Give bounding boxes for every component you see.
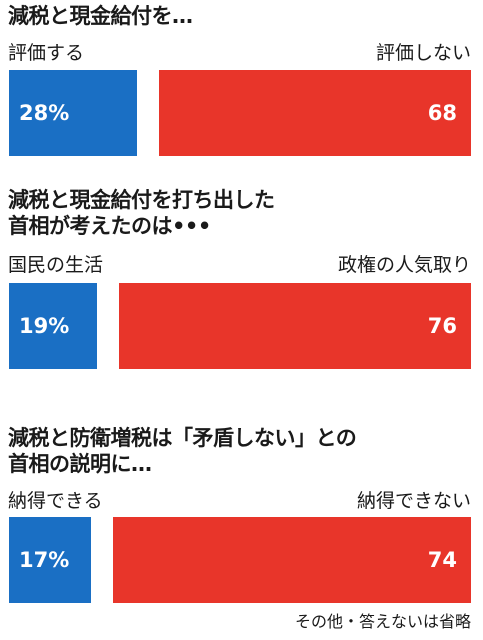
footnote: その他・答えないは省略: [294, 612, 471, 631]
chart-1-question-line-1: 減税と現金給付を…: [8, 4, 193, 28]
chart-3-positive-value: 17%: [19, 548, 70, 572]
chart-2-positive-bar: 19%: [9, 283, 97, 369]
chart-2-positive-label: 国民の生活: [8, 254, 104, 276]
chart-2-question-line-1: 減税と現金給付を打ち出した: [8, 188, 275, 212]
chart-3-negative-value: 74: [427, 548, 457, 572]
chart-2-negative-value: 76: [427, 314, 457, 338]
chart-3-question-line-1: 減税と防衛増税は「矛盾しない」との: [8, 426, 357, 450]
chart-2-negative-label: 政権の人気取り: [337, 254, 471, 276]
chart-1-negative-bar: 68: [159, 70, 471, 156]
chart-1-negative-value: 68: [427, 101, 457, 125]
chart-3-positive-label: 納得できる: [8, 490, 103, 512]
chart-3-positive-bar: 17%: [9, 517, 92, 603]
chart-1-positive-value: 28%: [19, 101, 70, 125]
chart-1-positive-label: 評価する: [8, 42, 85, 64]
chart-3-negative-bar: 74: [113, 517, 471, 603]
chart-2-question-line-2: 首相が考えたのは•••: [8, 214, 211, 238]
chart-2-negative-bar: 76: [119, 283, 471, 369]
chart-3-negative-label: 納得できない: [356, 490, 471, 512]
chart-1-negative-label: 評価しない: [375, 42, 471, 64]
chart-3-question-line-2: 首相の説明に…: [8, 452, 152, 476]
chart-1-positive-bar: 28%: [9, 70, 138, 156]
chart-2-positive-value: 19%: [19, 314, 70, 338]
